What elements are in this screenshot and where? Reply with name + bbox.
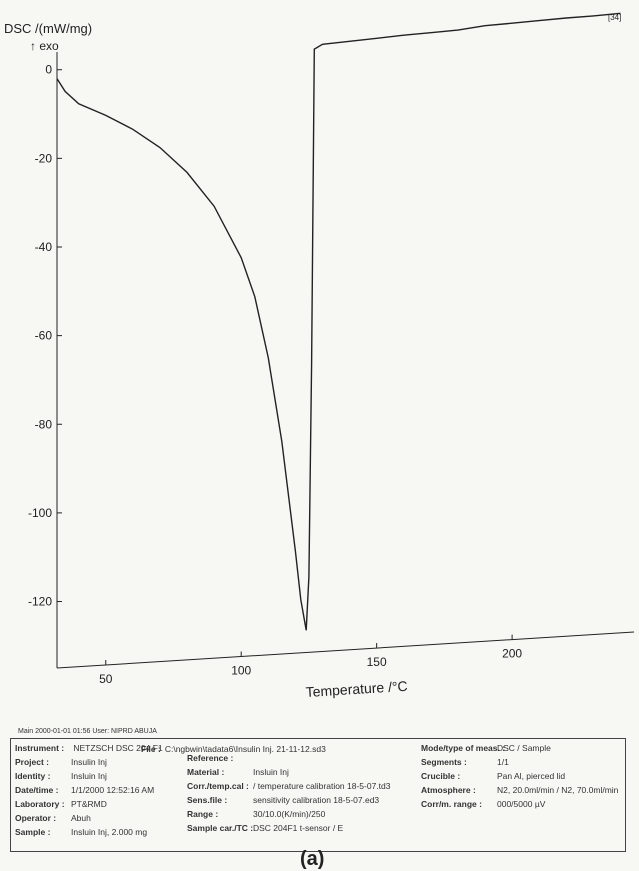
mode-value: DSC / Sample bbox=[497, 743, 551, 753]
range-value: 30/10.0(K/min)/250 bbox=[253, 809, 326, 819]
x-ticks: 50 100 150 200 bbox=[99, 634, 522, 686]
x-tick-label: 200 bbox=[502, 647, 522, 661]
datetime-value: 1/1/2000 12:52:16 AM bbox=[71, 785, 155, 795]
file-value: C:\ngbwin\tadata6\Insulin Inj. 21-11-12.… bbox=[164, 744, 326, 754]
info-row: Identity : Insluin Inj bbox=[15, 769, 163, 783]
info-row: Sens.file : sensitivity calibration 18-5-… bbox=[187, 793, 391, 807]
info-column-3: Mode/type of meas. :DSC / Sample Segment… bbox=[421, 741, 618, 811]
y-axis-label: DSC /(mW/mg) bbox=[4, 21, 92, 36]
info-row: Corr/m. range : 000/5000 µV bbox=[421, 797, 618, 811]
laboratory-label: Laboratory : bbox=[15, 799, 65, 809]
dsc-chart: 0 -20 -40 -60 -80 -100 -120 50 100 150 200 DSC /(… bbox=[4, 12, 635, 700]
sample-label: Sample : bbox=[15, 827, 51, 837]
info-row: Crucible : Pan Al, pierced lid bbox=[421, 769, 618, 783]
sample-car-value: DSC 204F1 t-sensor / E bbox=[253, 823, 344, 833]
y-tick-label: 0 bbox=[45, 63, 52, 77]
segments-label: Segments : bbox=[421, 757, 467, 767]
info-row: Range : 30/10.0(K/min)/250 bbox=[187, 807, 391, 821]
info-row: Atmosphere : N2, 20.0ml/min / N2, 70.0ml/… bbox=[421, 783, 618, 797]
x-axis bbox=[56, 631, 635, 669]
y-ticks: 0 -20 -40 -60 -80 -100 -120 bbox=[28, 63, 62, 609]
corr-range-label: Corr/m. range : bbox=[421, 799, 482, 809]
identity-value: Insluin Inj bbox=[71, 771, 107, 781]
crucible-value: Pan Al, pierced lid bbox=[497, 771, 566, 781]
corner-label: [34] bbox=[608, 13, 621, 22]
y-tick-label: -80 bbox=[35, 417, 53, 431]
project-label: Project : bbox=[15, 757, 50, 767]
info-column-2: Reference : Material : Insluin Inj Corr./… bbox=[187, 751, 391, 835]
exo-label: ↑ exo bbox=[30, 39, 59, 53]
info-row: Instrument : NETZSCH DSC 204 F1 File : C:… bbox=[15, 741, 326, 755]
x-tick-label: 50 bbox=[99, 672, 113, 686]
info-row: Date/time : 1/1/2000 12:52:16 AM bbox=[15, 783, 163, 797]
crucible-label: Crucible : bbox=[421, 771, 461, 781]
operator-label: Operator : bbox=[15, 813, 57, 823]
sens-file-value: sensitivity calibration 18-5-07.ed3 bbox=[253, 795, 380, 805]
info-row: Sample car./TC :DSC 204F1 t-sensor / E bbox=[187, 821, 391, 835]
corr-range-value: 000/5000 µV bbox=[497, 799, 546, 809]
info-row: Segments : 1/1 bbox=[421, 755, 618, 769]
range-label: Range : bbox=[187, 809, 219, 819]
project-value: Insulin Inj bbox=[71, 757, 107, 767]
reference-label: Reference : bbox=[187, 753, 234, 763]
identity-label: Identity : bbox=[15, 771, 51, 781]
corr-temp-cal-label: Corr./temp.cal : bbox=[187, 781, 249, 791]
material-value: Insluin Inj bbox=[253, 767, 289, 777]
y-tick-label: -40 bbox=[35, 240, 53, 254]
info-table: Instrument : NETZSCH DSC 204 F1 File : C:… bbox=[10, 738, 626, 852]
x-tick-label: 150 bbox=[367, 655, 387, 669]
x-tick-label: 100 bbox=[231, 664, 251, 678]
sample-value: Insluin Inj, 2.000 mg bbox=[71, 827, 148, 837]
sample-car-label: Sample car./TC : bbox=[187, 823, 254, 833]
instrument-value: NETZSCH DSC 204 F1 bbox=[73, 743, 163, 753]
y-tick-label: -60 bbox=[35, 329, 53, 343]
info-column-1: Instrument : NETZSCH DSC 204 F1 File : C:… bbox=[15, 741, 326, 839]
info-row: Material : Insluin Inj bbox=[187, 765, 391, 779]
atmosphere-label: Atmosphere : bbox=[421, 785, 476, 795]
file-label: File : bbox=[141, 744, 161, 754]
sens-file-label: Sens.file : bbox=[187, 795, 228, 805]
info-row: Reference : bbox=[187, 751, 391, 765]
info-row: Project : Insulin Inj bbox=[15, 755, 163, 769]
info-row: Corr./temp.cal : / temperature calibratio… bbox=[187, 779, 391, 793]
figure-caption: (a) bbox=[300, 848, 325, 870]
series-line bbox=[56, 12, 621, 631]
info-header: Main 2000-01-01 01:56 User: NIPRD ABUJA bbox=[18, 728, 157, 735]
laboratory-value: PT&RMD bbox=[71, 799, 107, 809]
y-tick-label: -120 bbox=[28, 595, 52, 609]
x-axis-label: Temperature /°C bbox=[305, 678, 408, 700]
y-tick-label: -100 bbox=[28, 506, 52, 520]
datetime-label: Date/time : bbox=[15, 785, 59, 795]
info-row: Laboratory : PT&RMD bbox=[15, 797, 163, 811]
corr-temp-cal-value: / temperature calibration 18-5-07.td3 bbox=[253, 781, 391, 791]
info-row: Mode/type of meas. :DSC / Sample bbox=[421, 741, 618, 755]
instrument-label: Instrument : bbox=[15, 743, 65, 753]
mode-label: Mode/type of meas. : bbox=[421, 743, 506, 753]
file-field: File : C:\ngbwin\tadata6\Insulin Inj. 21-… bbox=[141, 742, 326, 756]
segments-value: 1/1 bbox=[497, 757, 509, 767]
info-row: Sample : Insluin Inj, 2.000 mg bbox=[15, 825, 163, 839]
operator-value: Abuh bbox=[71, 813, 91, 823]
material-label: Material : bbox=[187, 767, 225, 777]
info-row: Operator : Abuh bbox=[15, 811, 163, 825]
y-tick-label: -20 bbox=[35, 151, 53, 165]
measurement-info: Main 2000-01-01 01:56 User: NIPRD ABUJA … bbox=[10, 728, 630, 856]
atmosphere-value: N2, 20.0ml/min / N2, 70.0ml/min bbox=[497, 785, 619, 795]
